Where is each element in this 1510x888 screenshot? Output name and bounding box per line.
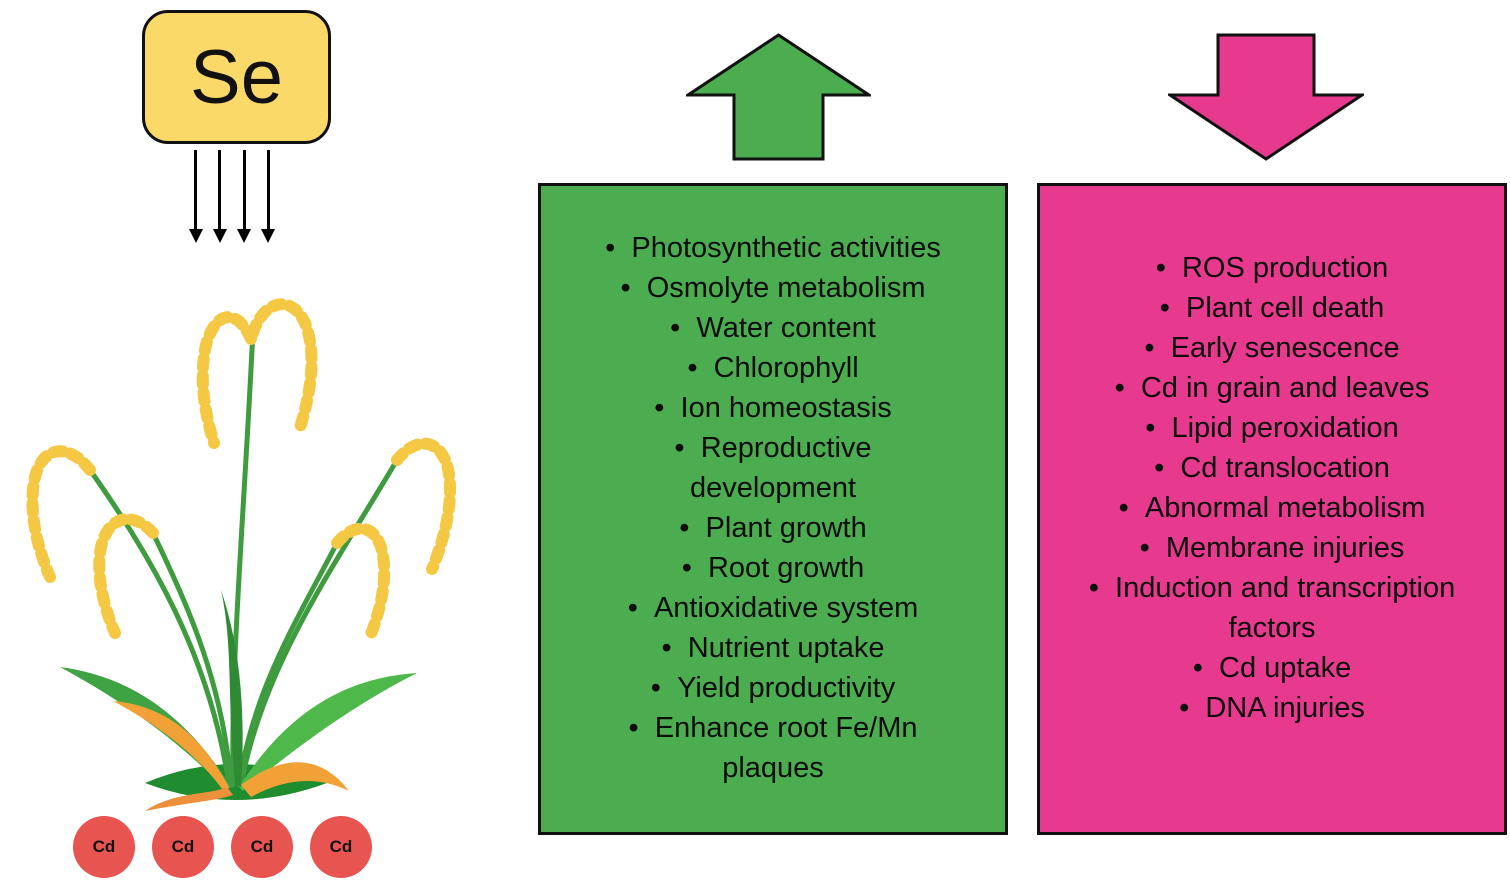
negative-effect-item: • DNA injuries <box>1179 692 1365 724</box>
positive-effect-item: • Water content <box>670 312 876 344</box>
cd-circle: Cd <box>152 816 214 878</box>
se-to-plant-arrows <box>194 150 270 246</box>
cd-circle-row: Cd Cd Cd Cd <box>73 816 372 878</box>
negative-effect-item: • Lipid peroxidation <box>1145 412 1399 444</box>
positive-effect-item: • Ion homeostasis <box>654 392 892 424</box>
positive-effect-item: • Chlorophyll <box>687 352 859 384</box>
down-arrow-icon <box>266 150 270 230</box>
positive-effect-item: • Antioxidative system <box>627 592 919 624</box>
positive-effect-item: • Osmolyte metabolism <box>620 272 926 304</box>
positive-effect-item: • Nutrient uptake <box>661 632 885 664</box>
rice-plant-icon <box>26 298 456 811</box>
down-arrow-icon <box>194 150 197 230</box>
negative-effect-item: • Cd in grain and leaves <box>1114 372 1430 404</box>
negative-effect-item: • Abnormal metabolism <box>1118 492 1426 524</box>
negative-effect-item: • Plant cell death <box>1159 292 1385 324</box>
increase-arrow-icon <box>686 33 871 161</box>
positive-effect-item: • Yield productivity <box>650 672 896 704</box>
positive-effect-item: • Enhance root Fe/Mn plaques <box>628 712 918 784</box>
negative-effect-item: • Induction and transcription factors <box>1088 572 1456 644</box>
positive-effect-item: • Plant growth <box>679 512 867 544</box>
positive-effects-box: • Photosynthetic activities • Osmolyte me… <box>538 183 1008 835</box>
negative-effect-item: • ROS production <box>1155 252 1389 284</box>
down-arrow-icon <box>242 150 246 230</box>
down-arrow-icon <box>218 150 222 230</box>
cd-circle: Cd <box>310 816 372 878</box>
negative-effect-item: • Early senescence <box>1144 332 1400 364</box>
positive-effect-item: • Photosynthetic activities <box>605 232 941 264</box>
positive-effect-item: • Reproductive development <box>674 432 872 504</box>
negative-effect-item: • Membrane injuries <box>1139 532 1405 564</box>
se-box: Se <box>142 10 331 144</box>
positive-effect-item: • Root growth <box>681 552 865 584</box>
negative-effect-item: • Cd translocation <box>1154 452 1390 484</box>
negative-effects-box: • ROS production • Plant cell death • Earl… <box>1037 183 1507 835</box>
cd-circle: Cd <box>231 816 293 878</box>
se-label: Se <box>190 34 283 120</box>
negative-effect-item: • Cd uptake <box>1192 652 1352 684</box>
decrease-arrow-icon <box>1168 33 1364 161</box>
cd-circle: Cd <box>73 816 135 878</box>
